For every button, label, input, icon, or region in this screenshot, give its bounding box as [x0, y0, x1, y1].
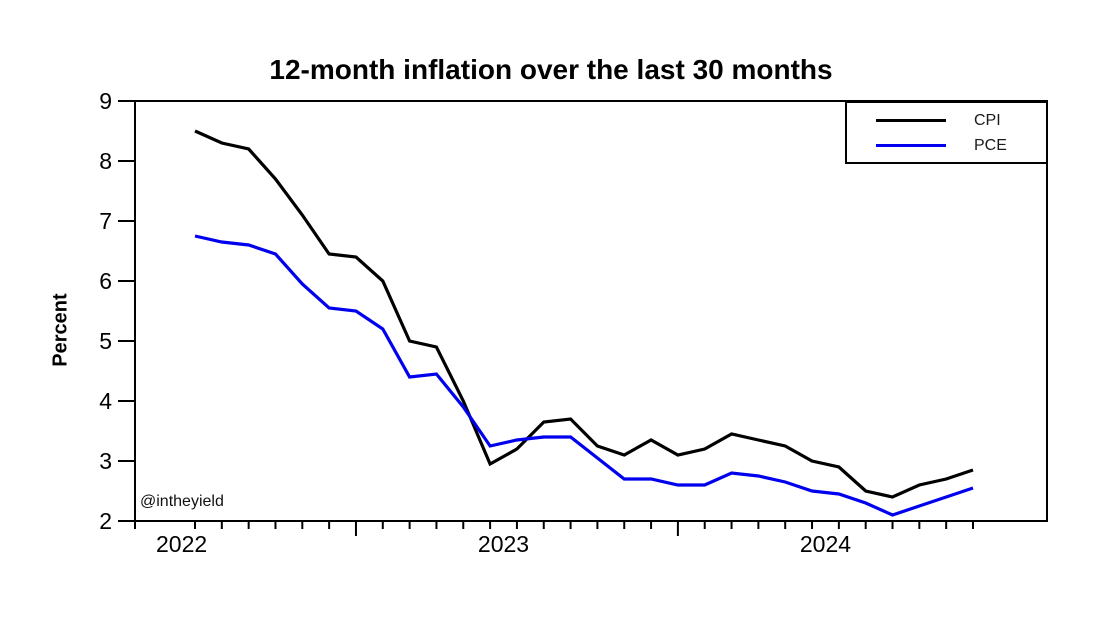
y-tick-label: 2	[99, 508, 112, 534]
legend-item-pce: PCE	[847, 133, 1046, 158]
y-axis-label: Percent	[49, 293, 72, 367]
legend-item-cpi: CPI	[847, 108, 1046, 133]
y-tick-label: 5	[99, 328, 112, 354]
watermark: @intheyield	[140, 493, 224, 510]
cpi-line	[194, 129, 974, 499]
legend-label-cpi: CPI	[974, 111, 1001, 129]
plot-border	[134, 100, 1048, 522]
pce-line	[194, 234, 974, 517]
pce-line-sample	[876, 144, 946, 147]
cpi-line-sample	[876, 119, 946, 122]
x-year-label: 2024	[800, 531, 851, 557]
chart-title: 12-month inflation over the last 30 mont…	[269, 54, 833, 85]
y-tick-label: 4	[99, 388, 112, 414]
x-year-label: 2023	[478, 531, 529, 557]
x-year-label: 2022	[156, 531, 207, 557]
y-tick-label: 6	[99, 268, 112, 294]
y-tick-label: 3	[99, 448, 112, 474]
y-tick-label: 9	[99, 88, 112, 114]
legend-label-pce: PCE	[974, 136, 1007, 154]
y-tick-label: 7	[99, 208, 112, 234]
y-tick-label: 8	[99, 148, 112, 174]
chart-legend: CPI PCE	[845, 101, 1048, 164]
